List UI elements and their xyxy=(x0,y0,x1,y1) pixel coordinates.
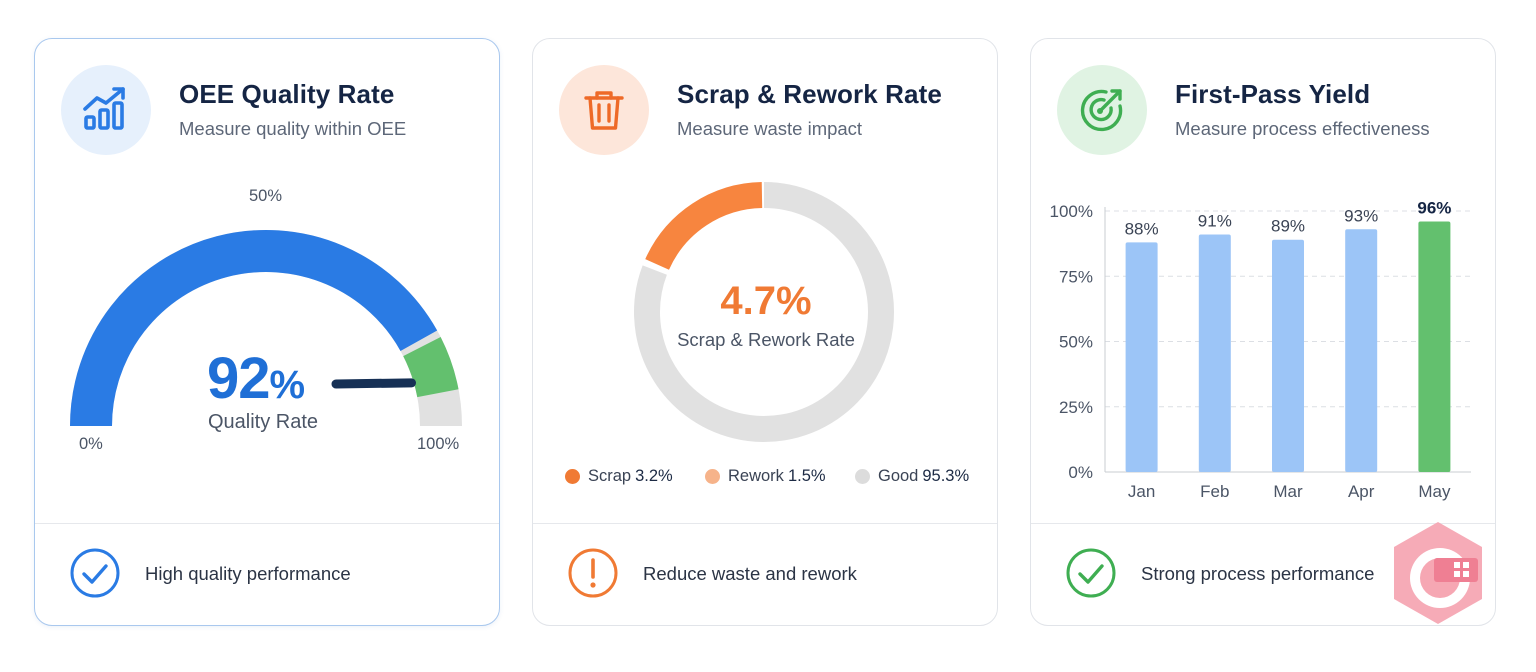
scrap-rework-donut xyxy=(634,182,894,442)
card-divider xyxy=(35,523,499,524)
y-tick-label: 25% xyxy=(1059,398,1093,417)
gauge-tick-min: 0% xyxy=(79,435,103,453)
card-divider xyxy=(533,523,997,524)
legend-item-good: Good 95.3% xyxy=(855,467,969,486)
legend-value: 3.2% xyxy=(635,467,673,485)
gauge-green-zone xyxy=(402,337,459,398)
gauge-tick-max: 100% xyxy=(417,435,460,453)
bar-may xyxy=(1418,221,1451,472)
gauge-fill xyxy=(70,230,438,427)
bar-value-label: 96% xyxy=(1417,198,1451,217)
donut-good-segment xyxy=(634,182,894,442)
card-title: First-Pass Yield xyxy=(1175,79,1371,109)
legend-item-rework: Rework 1.5% xyxy=(705,467,826,486)
legend-dot-scrap xyxy=(565,469,580,484)
bar-feb xyxy=(1198,234,1231,472)
gauge-value-number: 92 xyxy=(207,346,271,411)
donut-scrap-rework-segment xyxy=(645,182,763,271)
y-tick-label: 100% xyxy=(1050,202,1093,221)
x-tick-label: Apr xyxy=(1348,482,1375,501)
quality-rate-gauge xyxy=(70,230,462,427)
check-circle-icon xyxy=(1066,548,1116,598)
legend-dot-rework xyxy=(705,469,720,484)
y-tick-label: 0% xyxy=(1068,463,1093,482)
x-tick-label: Jan xyxy=(1128,482,1155,501)
card-title: Scrap & Rework Rate xyxy=(677,79,942,109)
donut-center-label: Scrap & Rework Rate xyxy=(677,329,855,350)
bar-jan xyxy=(1125,242,1158,472)
footer-status-text: High quality performance xyxy=(145,563,351,584)
first-pass-yield-bar-chart: 0% 25% 50% 75% 100% 88% Jan 91% Feb 89% Mar 93% Apr 9… xyxy=(1050,198,1471,501)
check-circle-icon xyxy=(70,548,120,598)
x-tick-label: Feb xyxy=(1200,482,1229,501)
scrap-icon-circle xyxy=(559,65,649,155)
card-subtitle: Measure waste impact xyxy=(677,118,863,139)
legend-item-scrap: Scrap 3.2% xyxy=(565,467,673,486)
decorative-badge-icon xyxy=(1394,522,1482,624)
x-tick-label: May xyxy=(1418,482,1451,501)
gauge-tick-mid: 50% xyxy=(249,187,283,205)
gauge-value-unit: % xyxy=(269,363,306,407)
legend-value: 95.3% xyxy=(922,467,970,485)
legend-label: Good xyxy=(878,467,919,485)
gauge-value: 92% xyxy=(207,345,327,412)
exclamation-circle-icon xyxy=(568,548,618,598)
card-divider xyxy=(1031,523,1495,524)
footer-status-text: Reduce waste and rework xyxy=(643,563,857,584)
card-title: OEE Quality Rate xyxy=(179,79,395,109)
donut-legend: Scrap 3.2% Rework 1.5% Good 95.3% xyxy=(565,467,985,489)
legend-label: Scrap xyxy=(588,467,632,485)
oee-quality-rate-card[interactable]: OEE Quality Rate Measure quality within … xyxy=(34,38,500,626)
scrap-rework-rate-card[interactable]: Scrap & Rework Rate Measure waste impact… xyxy=(532,38,998,626)
yield-icon-circle xyxy=(1057,65,1147,155)
first-pass-yield-card[interactable]: First-Pass Yield Measure process effecti… xyxy=(1030,38,1496,626)
x-tick-label: Mar xyxy=(1273,482,1303,501)
legend-label: Rework xyxy=(728,467,784,485)
legend-dot-good xyxy=(855,469,870,484)
trash-can-icon xyxy=(584,91,624,130)
bar-value-label: 93% xyxy=(1344,206,1378,225)
donut-center-value: 4.7% xyxy=(720,279,812,323)
footer-status-text: Strong process performance xyxy=(1141,563,1375,584)
oee-icon-circle xyxy=(61,65,151,155)
gauge-needle xyxy=(331,378,416,389)
bar-mar xyxy=(1272,239,1304,472)
bar-value-label: 91% xyxy=(1198,211,1232,230)
bar-value-label: 89% xyxy=(1271,217,1305,236)
legend-value: 1.5% xyxy=(787,467,826,485)
trending-bar-chart-icon xyxy=(83,87,125,130)
y-tick-label: 50% xyxy=(1059,333,1093,352)
bar-apr xyxy=(1345,229,1378,472)
target-arrow-icon xyxy=(1080,89,1123,132)
card-subtitle: Measure process effectiveness xyxy=(1175,118,1430,139)
bar-value-label: 88% xyxy=(1125,219,1159,238)
card-subtitle: Measure quality within OEE xyxy=(179,118,407,139)
y-tick-label: 75% xyxy=(1059,267,1093,286)
gauge-label: Quality Rate xyxy=(207,411,319,433)
